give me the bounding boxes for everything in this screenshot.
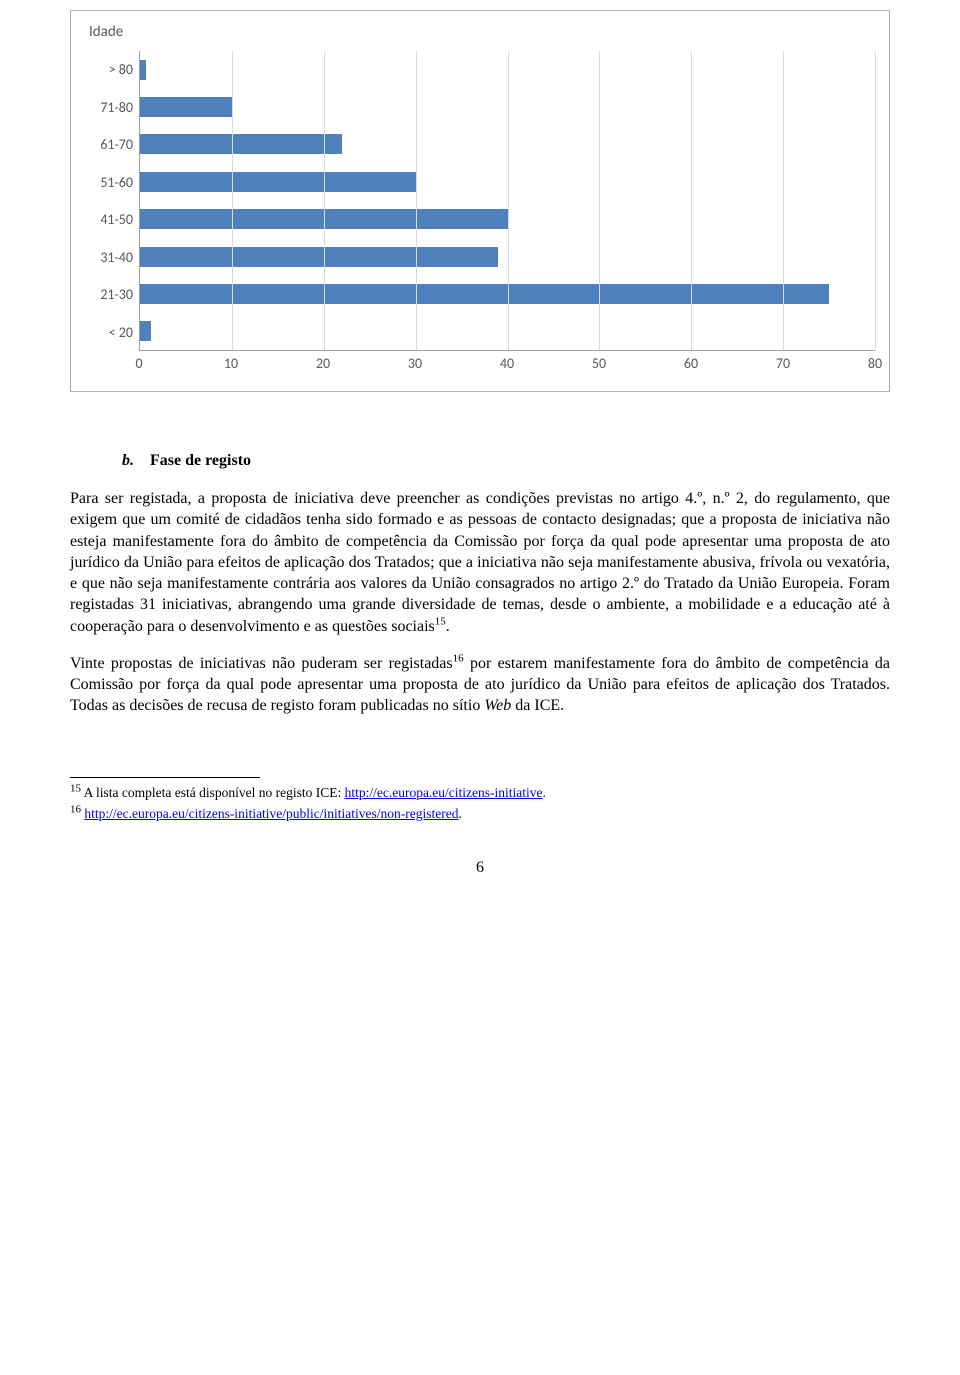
chart-xlabel: 30 <box>408 355 422 372</box>
chart-title: Idade <box>89 23 875 41</box>
chart-bar <box>140 247 498 267</box>
chart-xlabel: 40 <box>500 355 514 372</box>
fn15-text: A lista completa está disponível no regi… <box>81 785 345 800</box>
fn15-link[interactable]: http://ec.europa.eu/citizens-initiative <box>345 785 543 800</box>
footnote-separator <box>70 777 260 778</box>
chart-xlabel: 0 <box>135 355 142 372</box>
chart-bar <box>140 172 416 192</box>
chart-gridline <box>599 51 600 350</box>
chart-ylabel: 51-60 <box>85 174 133 191</box>
chart-area: > 80 71-80 61-70 51-60 41-50 31-40 21-30 < 20 <box>85 51 875 351</box>
chart-bar <box>140 97 232 117</box>
chart-bar <box>140 284 829 304</box>
p1-text-b: . <box>446 618 450 635</box>
axis-spacer <box>85 355 139 377</box>
chart-gridline <box>508 51 509 350</box>
fn16-link[interactable]: http://ec.europa.eu/citizens-initiative/… <box>84 806 458 821</box>
chart-xlabel: 70 <box>776 355 790 372</box>
chart-ylabel: < 20 <box>85 324 133 341</box>
footnote-16: 16 http://ec.europa.eu/citizens-initiati… <box>70 805 890 823</box>
chart-ylabel: 61-70 <box>85 136 133 153</box>
heading-letter: b. <box>122 452 134 469</box>
chart-plot <box>139 51 875 351</box>
chart-gridline <box>783 51 784 350</box>
chart-gridline <box>324 51 325 350</box>
paragraph-2: Vinte propostas de iniciativas não puder… <box>70 653 890 717</box>
footnote-15: 15 A lista completa está disponível no r… <box>70 784 890 802</box>
p2-sup: 16 <box>453 653 464 665</box>
chart-gridline <box>416 51 417 350</box>
p1-text-a: Para ser registada, a proposta de inicia… <box>70 490 890 635</box>
chart-xlabel: 80 <box>868 355 882 372</box>
chart-bar <box>140 134 342 154</box>
chart-bar <box>140 60 146 80</box>
chart-ylabel: > 80 <box>85 61 133 78</box>
paragraph-1: Para ser registada, a proposta de inicia… <box>70 488 890 637</box>
p1-sup: 15 <box>435 615 446 627</box>
chart-ylabel: 21-30 <box>85 286 133 303</box>
section-heading: b. Fase de registo <box>122 452 890 470</box>
chart-ylabel: 41-50 <box>85 211 133 228</box>
p2-text-a: Vinte propostas de iniciativas não puder… <box>70 655 453 672</box>
p2-italic: Web <box>484 697 511 714</box>
heading-text: Fase de registo <box>150 452 251 469</box>
chart-xlabel: 10 <box>224 355 238 372</box>
fn16-tail: . <box>459 806 462 821</box>
chart-bar <box>140 321 151 341</box>
chart-ylabel: 31-40 <box>85 249 133 266</box>
chart-gridline <box>875 51 876 350</box>
chart-ylabel: 71-80 <box>85 99 133 116</box>
chart-ylabels: > 80 71-80 61-70 51-60 41-50 31-40 21-30 < 20 <box>85 51 139 351</box>
chart-xlabel: 20 <box>316 355 330 372</box>
p2-text-c: da ICE. <box>511 697 564 714</box>
fn16-num: 16 <box>70 804 81 816</box>
age-chart: Idade > 80 71-80 61-70 51-60 41-50 31-40 21-30… <box>70 10 890 392</box>
chart-xaxis-row: 01020304050607080 <box>85 355 875 377</box>
chart-xlabels: 01020304050607080 <box>139 355 875 377</box>
page-number: 6 <box>70 859 890 877</box>
chart-gridline <box>691 51 692 350</box>
chart-xlabel: 50 <box>592 355 606 372</box>
chart-xlabel: 60 <box>684 355 698 372</box>
fn15-tail: . <box>543 785 546 800</box>
fn15-num: 15 <box>70 782 81 794</box>
chart-gridline <box>232 51 233 350</box>
